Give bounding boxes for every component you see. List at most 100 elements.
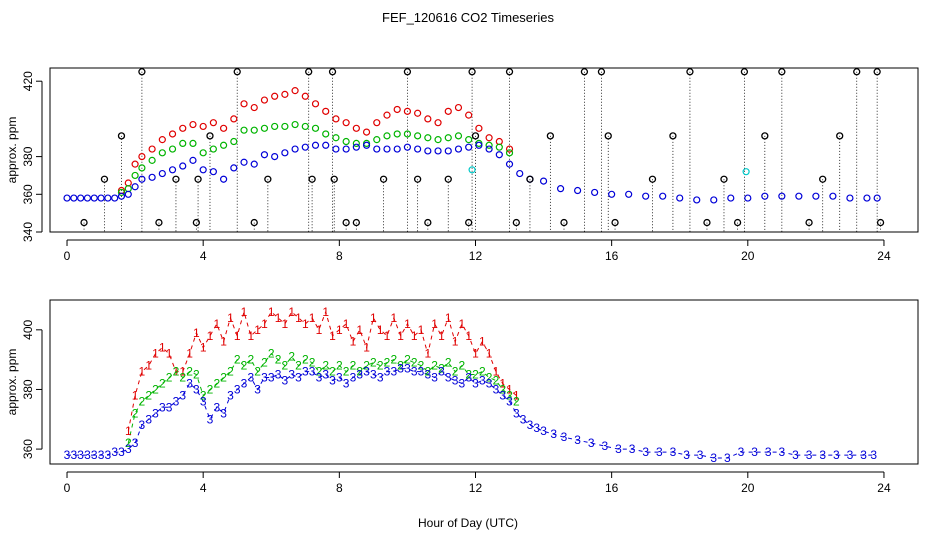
series3-marker: 3 — [697, 448, 704, 462]
series3-marker: 3 — [513, 406, 520, 420]
special-point — [468, 166, 476, 174]
x-tick-label: 12 — [469, 249, 483, 263]
calibration-point — [233, 68, 241, 76]
x-tick-label: 4 — [200, 481, 207, 495]
calibration-point — [703, 218, 711, 227]
series1-marker: 1 — [499, 376, 506, 390]
series3-point — [97, 194, 105, 202]
series2-marker: 2 — [166, 371, 173, 385]
calibration-point — [250, 218, 258, 227]
series3-marker: 3 — [424, 368, 431, 382]
series1-point — [393, 105, 401, 114]
series2-point — [403, 130, 412, 138]
series1-marker: 1 — [275, 311, 282, 325]
series2-marker: 2 — [234, 353, 241, 367]
series1-marker: 1 — [465, 329, 472, 343]
series3-marker: 3 — [520, 412, 527, 426]
series2-marker: 2 — [179, 371, 186, 385]
series1-marker: 1 — [213, 317, 220, 331]
series3-marker: 3 — [493, 382, 500, 396]
series2-marker: 2 — [200, 388, 207, 402]
series2-marker: 2 — [418, 359, 425, 373]
series1-point — [485, 134, 493, 142]
series1-point — [403, 107, 412, 115]
series2-marker: 2 — [506, 388, 513, 402]
series1-marker: 1 — [513, 388, 520, 402]
series2-point — [393, 130, 401, 138]
series2-marker: 2 — [302, 353, 309, 367]
series1-marker: 1 — [350, 335, 357, 349]
series3-point — [111, 194, 119, 202]
series3-point — [311, 141, 320, 149]
series2-point — [117, 188, 126, 197]
calibration-point — [308, 175, 316, 183]
series3-marker: 3 — [397, 362, 404, 376]
series2-marker: 2 — [139, 394, 146, 408]
series3-marker: 3 — [870, 448, 877, 462]
series3-marker: 3 — [384, 365, 391, 379]
calibration-point — [761, 132, 769, 140]
series1-point — [373, 119, 381, 127]
x-tick-label: 16 — [605, 249, 619, 263]
series3-point — [83, 194, 92, 202]
series3-point — [281, 149, 289, 157]
series3-point — [829, 192, 837, 200]
series1-marker: 1 — [472, 347, 479, 361]
series3-point — [383, 145, 391, 153]
calibration-point — [444, 175, 452, 183]
series3-point — [124, 190, 132, 198]
series3-marker: 3 — [268, 371, 275, 385]
calibration-point — [560, 218, 568, 227]
calibration-point — [648, 175, 657, 183]
series1-marker: 1 — [438, 329, 445, 343]
series3-marker: 3 — [220, 406, 227, 420]
series3-marker: 3 — [847, 448, 854, 462]
series1-marker: 1 — [145, 359, 152, 373]
y-tick-label: 400 — [21, 319, 35, 339]
series1-point — [332, 115, 340, 123]
series3-point — [659, 192, 667, 200]
calibration-point — [546, 132, 555, 140]
series2-marker: 2 — [472, 368, 479, 382]
series1-point — [505, 145, 514, 153]
series1-marker: 1 — [329, 329, 336, 343]
series3-point — [744, 194, 752, 202]
series2-marker: 2 — [336, 359, 343, 373]
series3-point — [393, 145, 401, 153]
y-tick-label: 340 — [21, 222, 35, 242]
series2-point — [301, 122, 309, 131]
series3-point — [434, 147, 442, 155]
x-tick-label: 8 — [336, 481, 343, 495]
series2-marker: 2 — [227, 365, 234, 379]
series3-point — [70, 194, 78, 202]
series1-marker: 1 — [377, 323, 384, 337]
series1-marker: 1 — [207, 329, 214, 343]
series1-point — [250, 103, 258, 112]
series2-point — [505, 149, 514, 157]
series2-point — [322, 130, 330, 138]
series1-marker: 1 — [370, 311, 377, 325]
series1-marker: 1 — [139, 365, 146, 379]
calibration-point — [873, 68, 881, 76]
series3-point — [846, 194, 854, 202]
series2-marker: 2 — [207, 382, 214, 396]
series3-point — [516, 169, 524, 178]
series3-marker: 3 — [792, 448, 799, 462]
calibration-point — [413, 175, 422, 183]
series1-marker: 1 — [302, 317, 309, 331]
series3-marker: 3 — [207, 412, 214, 426]
series2-point — [373, 136, 381, 144]
series2-marker: 2 — [513, 394, 520, 408]
series1-point — [322, 107, 330, 115]
calibration-point — [194, 175, 202, 183]
series1-point — [209, 119, 217, 127]
calibration-point — [352, 218, 361, 227]
calibration-point — [342, 218, 350, 227]
series1-marker: 1 — [479, 335, 486, 349]
y-tick-label: 360 — [21, 184, 35, 204]
series3-marker: 3 — [506, 394, 513, 408]
series1-point — [311, 100, 320, 108]
series3-point — [693, 196, 701, 204]
series3-point — [424, 147, 432, 155]
